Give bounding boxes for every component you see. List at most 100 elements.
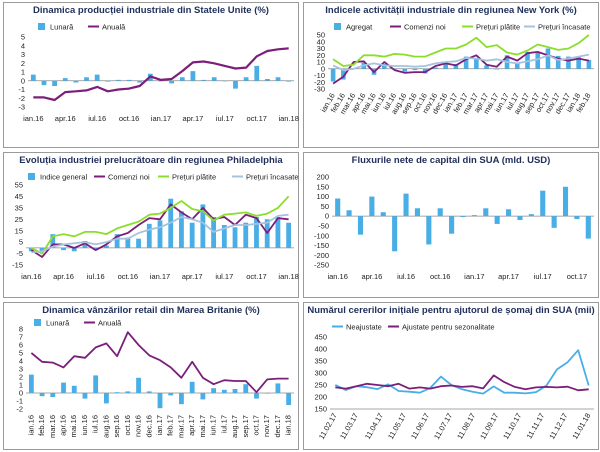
bar-lunară [286,80,292,82]
x-tick-label: mai.16 [69,415,78,438]
y-tick-label: 5 [21,33,25,42]
legend-label: Prețuri încasate [538,23,591,32]
y-tick-label: 4 [21,41,25,50]
x-tick-label: ian.16 [26,415,35,435]
y-tick-label: 35 [15,203,23,212]
x-tick-label: iul.16 [87,272,105,281]
bar-lunară [200,393,206,400]
bar-agregat [566,56,571,69]
bar-agregat [330,68,336,82]
bar-lunară [50,393,56,397]
chart-title: Evoluția industriei prelucrătoare din re… [19,155,283,166]
bar-lunară [169,80,175,84]
x-tick-label: ian.16 [327,272,347,281]
bar-lunară [61,382,66,393]
x-tick-label: mar.17 [176,415,185,438]
legend-label: Anuală [102,23,126,32]
y-tick-label: 0 [21,76,25,85]
x-tick-label: apr.16 [361,272,382,281]
y-tick-label: -1 [18,85,25,94]
bar-fluxuri-nete [449,216,455,234]
bar-indice-general [232,227,238,248]
bar-indice-general [254,217,259,248]
y-tick-label: 55 [15,181,23,190]
bar-agregat [474,57,479,69]
y-tick-label: -20 [314,78,325,87]
chart-title: Numărul cererilor inițiale pentru ajutor… [307,305,595,316]
chart-svg: -30-20-1001020304050ian.16feb.16mar.16ap… [314,23,594,116]
bar-agregat [576,56,581,69]
y-tick-label: 250 [314,381,327,390]
x-tick-label: ian.16 [21,272,41,281]
y-tick-label: 4 [19,357,23,366]
bar-lunară [39,393,45,397]
legend-label: Lunară [50,23,74,32]
y-tick-label: -15 [12,261,23,270]
y-tick-label: 8 [19,325,23,334]
x-tick-label: iul.17 [215,272,233,281]
bar-indice-general [82,241,88,248]
legend-swatch [34,319,41,326]
series-line-prețuri-încasate [31,213,289,254]
y-tick-label: 100 [316,192,329,201]
x-tick-label: 11.11.17 [525,412,547,441]
x-tick-label: ian.17 [150,272,170,281]
x-tick-label: nov.17 [262,415,271,437]
chart-panel-us-capital-flows: Fluxurile nete de capital din SUA (mld. … [303,152,599,298]
bar-lunară [103,393,109,404]
plot-area: -15 -5 5 15 25 35 45 55 ian.16 apr.16 iul.16 oct.16… [12,173,299,282]
bar-agregat [341,68,346,80]
x-tick-label: apr.16 [59,415,68,436]
x-tick-label: ian.18 [278,114,298,123]
bar-lunară [254,65,260,81]
x-tick-label: oct.17 [247,114,267,123]
x-tick-label: oct.16 [119,114,139,123]
bar-lunară [243,384,249,393]
bar-lunară [275,383,281,393]
y-tick-label: 50 [321,202,329,211]
x-tick-label: iul.16 [88,114,106,123]
bar-lunară [73,80,79,83]
legend-label: Comenzi noi [404,23,446,32]
x-tick-label: mar.16 [48,415,57,438]
bar-lunară [116,79,121,81]
bar-lunară [158,80,164,82]
x-tick-label: mai.17 [198,415,207,438]
x-tick-label: 11.08.17 [455,412,477,441]
y-tick-label: 1 [19,381,23,390]
bar-fluxuri-nete [403,193,409,217]
x-tick-label: 11.12.17 [547,412,569,441]
bar-agregat [402,68,408,72]
bar-agregat [555,55,561,69]
y-tick-label: 200 [314,393,327,402]
bar-fluxuri-nete [335,198,341,217]
y-tick-label: 3 [21,50,25,59]
bar-fluxuri-nete [540,190,546,217]
bar-indice-general [114,234,120,248]
legend-swatch [38,23,45,30]
bar-lunară [189,381,195,393]
chart-title: Dinamica producției industriale din Stat… [33,5,269,16]
bar-indice-general [275,217,281,248]
bar-lunară [211,77,217,81]
x-tick-label: iun.16 [80,415,89,435]
bar-fluxuri-nete [494,216,500,224]
y-tick-label: 1 [21,68,25,77]
x-tick-label: 11.02.17 [317,412,339,441]
chart-title: Dinamica vânzărilor retail din Marea Bri… [42,305,260,316]
y-tick-label: 5 [19,349,23,358]
bar-indice-general [93,247,99,251]
bar-lunară [137,80,143,83]
bar-fluxuri-nete [369,196,375,217]
x-tick-label: apr.17 [182,114,203,123]
bar-lunară [114,392,120,393]
series-line-comenzi-noi [30,203,289,258]
bar-fluxuri-nete [460,216,466,218]
x-tick-label: iul.16 [397,272,415,281]
legend-label: Lunară [46,319,70,328]
y-tick-label: -10 [314,71,325,80]
bar-indice-general [28,247,34,252]
